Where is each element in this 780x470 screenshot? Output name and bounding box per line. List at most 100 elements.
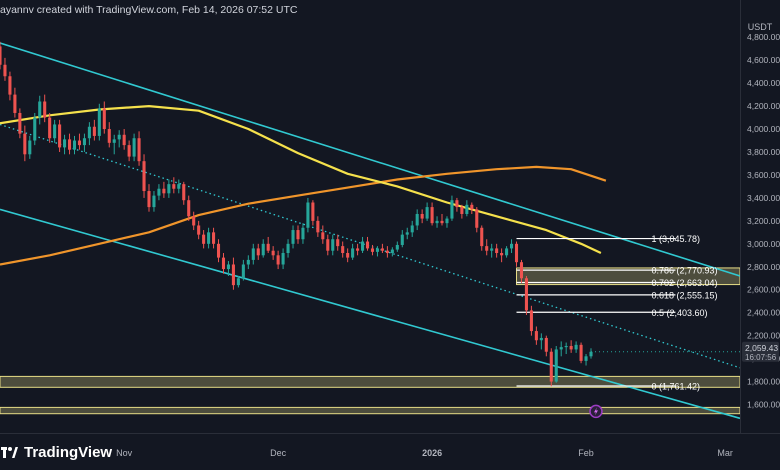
candle-body [361,241,365,251]
candle-body [67,139,72,150]
chart-credit: ayannv created with TradingView.com, Feb… [0,4,298,16]
fib-level-label: 0 (1,761.42) [652,381,701,391]
candle-body [8,76,12,95]
y-tick-label: 3,000.00 [747,239,780,249]
candle-body [524,278,528,311]
candle-body [430,207,434,224]
candle-body [187,200,191,217]
x-tick-label: Mar [717,448,733,458]
candle-body [589,351,593,357]
y-tick-label: 2,600.00 [747,285,780,295]
y-tick-label: 1,800.00 [747,377,780,387]
candle-body [0,46,2,65]
candle-body [112,139,116,143]
candle-body [137,138,141,162]
candle-body [216,243,221,258]
candle-body [510,243,514,249]
candle-body [395,244,399,250]
candle-body [380,248,384,251]
candle-body [341,246,345,254]
candle-body [122,134,126,146]
candle-body [152,195,156,208]
candle-body [256,248,260,256]
support-resistance-zone [0,406,741,415]
candle-body [500,253,504,256]
fib-level-label: 0.702 (2,663.04) [652,278,718,288]
candle-body [177,184,181,189]
current-price-tag [742,341,779,362]
candle-body [132,138,136,157]
candle-body [490,248,494,251]
candle-body [53,124,57,139]
candle-body [470,204,474,210]
candle-body [534,331,538,341]
candle-body [316,220,320,233]
fib-level-label: 0.5 (2,403.60) [652,308,708,318]
candle-body [445,218,449,224]
candle-body [261,243,265,256]
candle-body [117,134,121,140]
candle-body [574,344,578,350]
candle-body [495,248,499,254]
candle-body [306,202,310,228]
current-price-value: 2,059.43 [745,343,778,353]
y-tick-label: 4,000.00 [747,124,780,134]
candle-body [336,239,340,247]
candle-body [236,278,240,286]
candle-body [405,232,409,235]
candle-body [33,117,37,141]
candle-body [435,220,439,224]
candle-body [440,220,444,224]
candle-body [28,140,32,155]
candle-body [276,255,280,265]
y-tick-label: 4,600.00 [747,55,780,65]
candle-body [311,202,315,221]
y-tick-label: 2,800.00 [747,262,780,272]
candle-body [147,191,151,208]
fib-level-label: 1 (3,045.78) [652,234,701,244]
candle-body [241,264,245,279]
candle-body [544,337,548,352]
tradingview-brand[interactable]: TradingView [0,442,112,462]
candle-body [519,262,524,279]
y-tick-label: 3,200.00 [747,216,780,226]
long-moving-average-line [0,165,607,266]
candle-body [554,349,558,382]
candle-body [43,101,47,118]
candle-body [92,126,96,136]
candle-body [3,64,7,77]
candle-body [539,337,543,341]
candle-body [18,112,22,134]
brand-name: TradingView [24,443,113,461]
candle-body [182,184,186,201]
y-axis-unit-label: USDT [748,22,773,32]
x-tick-label: Feb [578,448,594,458]
candle-body [197,225,201,235]
candle-body [286,243,290,254]
candle-body [58,124,62,148]
candle-body [167,184,171,194]
x-tick-label: Nov [116,448,133,458]
channel-upper-line [0,42,741,277]
candle-body [142,161,146,192]
candle-body [226,264,230,270]
y-tick-label: 3,400.00 [747,193,780,203]
y-tick-label: 1,600.00 [747,400,780,410]
candle-body [266,243,270,251]
candle-body [157,188,161,196]
candle-body [475,209,479,228]
candle-body [505,248,509,256]
candle-body [326,239,330,251]
candle-body [48,117,52,139]
candle-body [251,248,255,260]
candle-body [127,145,131,157]
candle-body [212,232,216,244]
candle-body [480,227,484,247]
candle-body [385,250,389,254]
candle-body [460,207,464,214]
candle-body [102,108,106,130]
candle-body [415,213,419,226]
candle-body [579,344,583,361]
